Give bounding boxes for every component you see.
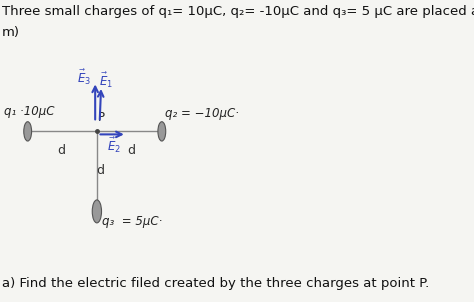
Text: $\vec{E}_1$: $\vec{E}_1$ [100, 70, 113, 90]
Text: $\vec{E}_2$: $\vec{E}_2$ [107, 136, 121, 155]
Text: d: d [96, 164, 104, 177]
Text: d: d [58, 144, 66, 158]
Text: q₂ = −10μC·: q₂ = −10μC· [165, 107, 239, 120]
Text: P: P [99, 111, 105, 124]
Text: q₁ ·10μC: q₁ ·10μC [4, 105, 55, 118]
Text: q₃  = 5μC·: q₃ = 5μC· [102, 215, 163, 229]
Ellipse shape [158, 122, 166, 141]
Ellipse shape [24, 122, 32, 141]
Text: d: d [127, 144, 135, 158]
Text: $\vec{E}_3$: $\vec{E}_3$ [77, 67, 91, 87]
Ellipse shape [92, 200, 101, 223]
Text: m): m) [2, 26, 20, 39]
Text: a) Find the electric filed created by the three charges at point P.: a) Find the electric filed created by th… [2, 277, 429, 290]
Text: Three small charges of q₁= 10μC, q₂= -10μC and q₃= 5 μC are placed as shown belo: Three small charges of q₁= 10μC, q₂= -10… [2, 5, 474, 18]
